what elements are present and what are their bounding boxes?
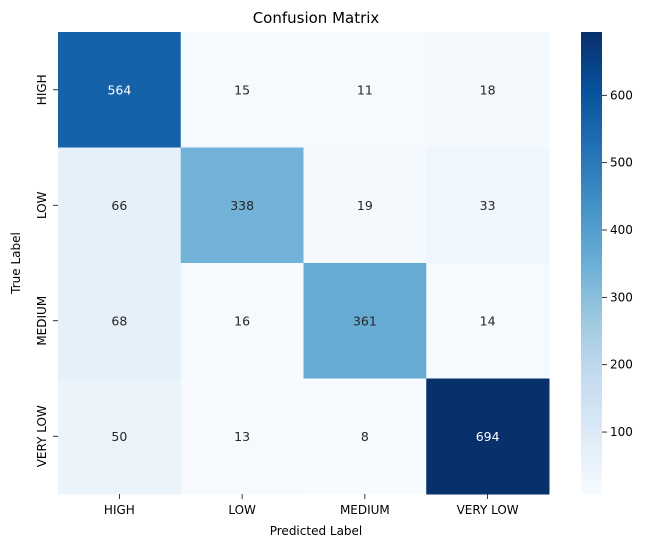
cell-value-label: 14 [480, 313, 496, 328]
cell-value-label: 8 [361, 429, 369, 444]
colorbar-tick-label: 600 [610, 88, 633, 102]
x-axis-label: Predicted Label [270, 524, 363, 538]
x-tick-label: MEDIUM [340, 503, 390, 517]
cell-value-label: 15 [234, 82, 250, 97]
heatmap-cell-labels: 564 15 11 18 66 338 19 33 68 16 361 14 50 13 8 694 [107, 82, 499, 444]
heatmap-cell [180, 378, 304, 495]
heatmap-cells [58, 32, 550, 495]
heatmap-cell [426, 32, 550, 148]
cell-value-label: 66 [111, 198, 127, 213]
x-tick-label: HIGH [104, 503, 135, 517]
heatmap-cell [58, 32, 182, 148]
heatmap-cell [303, 147, 427, 264]
heatmap-cell [58, 263, 182, 379]
y-tick-label: LOW [35, 191, 49, 219]
cell-value-label: 11 [357, 82, 373, 97]
heatmap-cell [303, 32, 427, 148]
heatmap-cell [180, 147, 304, 264]
heatmap-cell [303, 378, 427, 495]
cell-value-label: 50 [111, 429, 127, 444]
colorbar-tick-label: 200 [610, 358, 633, 372]
colorbar [581, 32, 602, 494]
cell-value-label: 33 [480, 198, 496, 213]
heatmap-cell [58, 378, 182, 495]
cell-value-label: 338 [230, 198, 254, 213]
y-tick-label: HIGH [35, 74, 49, 105]
colorbar-tick-label: 500 [610, 156, 633, 170]
cell-value-label: 13 [234, 429, 250, 444]
heatmap-cell [180, 32, 304, 148]
colorbar-tick-label: 100 [610, 425, 633, 439]
heatmap-cell [426, 378, 550, 495]
colorbar-tick-label: 300 [610, 290, 633, 304]
x-tick-label: VERY LOW [457, 503, 519, 517]
cell-value-label: 16 [234, 313, 250, 328]
heatmap-cell [180, 263, 304, 379]
cell-value-label: 361 [353, 313, 377, 328]
heatmap-cell [426, 147, 550, 264]
heatmap-cell [426, 263, 550, 379]
cell-value-label: 694 [476, 429, 500, 444]
x-axis-ticks: HIGH LOW MEDIUM VERY LOW [104, 494, 519, 517]
heatmap-cell [58, 147, 182, 264]
y-tick-label: VERY LOW [35, 405, 49, 467]
cell-value-label: 564 [107, 82, 131, 97]
y-tick-label: MEDIUM [35, 296, 49, 346]
cell-value-label: 18 [480, 82, 496, 97]
y-axis-ticks: HIGH LOW MEDIUM VERY LOW [35, 74, 58, 467]
cell-value-label: 68 [111, 313, 127, 328]
x-tick-label: LOW [228, 503, 256, 517]
colorbar-ticks: 100 200 300 400 500 600 [602, 88, 633, 439]
y-axis-label: True Label [9, 232, 23, 295]
heatmap-cell [303, 263, 427, 379]
colorbar-tick-label: 400 [610, 223, 633, 237]
chart-title: Confusion Matrix [253, 9, 380, 27]
cell-value-label: 19 [357, 198, 373, 213]
